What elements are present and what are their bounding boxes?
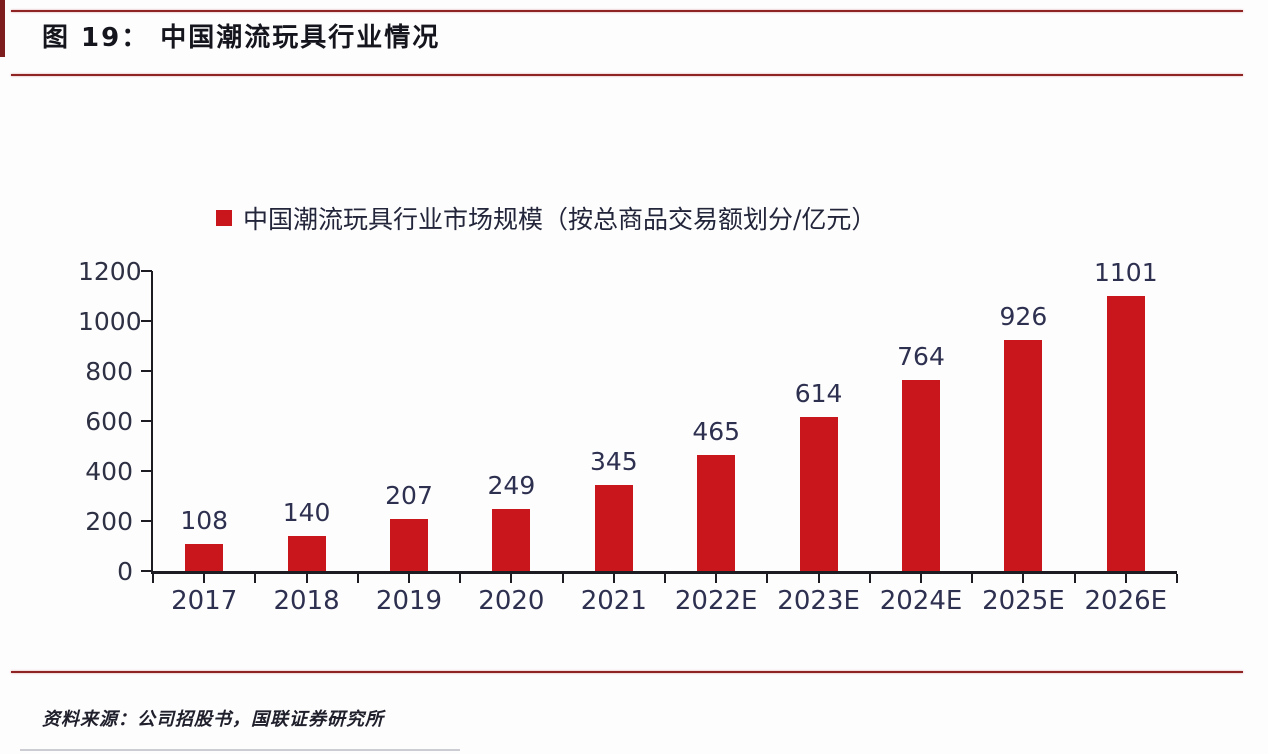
y-axis-tick <box>141 370 152 372</box>
bar-value-label: 140 <box>282 498 331 527</box>
x-axis-tick <box>612 574 615 583</box>
y-axis-tick <box>141 570 152 572</box>
bar-2023E <box>799 417 838 571</box>
bar-value-label: 1101 <box>1093 258 1158 287</box>
figure-title: 图 19： 中国潮流玩具行业情况 <box>42 23 441 53</box>
y-axis-tick-label: 600 <box>85 407 133 436</box>
y-axis-tick <box>141 420 152 422</box>
x-axis-tick <box>459 574 462 583</box>
bar-2018 <box>287 536 326 571</box>
x-axis-category-label: 2026E <box>1084 586 1168 616</box>
bar-value-label: 108 <box>180 506 229 535</box>
bar-2024E <box>902 380 940 571</box>
bar-2021 <box>594 485 633 571</box>
bar-value-label: 345 <box>589 447 638 476</box>
y-axis-tick <box>141 320 152 322</box>
x-axis-tick <box>356 574 359 583</box>
bar-value-label: 764 <box>897 342 945 371</box>
y-axis-tick <box>141 470 152 472</box>
x-axis-tick <box>510 574 513 583</box>
x-axis-tick <box>664 574 666 583</box>
bar-value-label: 249 <box>487 471 536 500</box>
x-axis-tick <box>408 574 410 583</box>
x-axis-category-label: 2023E <box>777 586 860 616</box>
y-axis-tick-label: 1000 <box>78 307 142 336</box>
source-note: 资料来源：公司招股书，国联证券研究所 <box>42 709 384 730</box>
bar-value-label: 465 <box>692 417 741 446</box>
y-axis-tick-label: 0 <box>117 557 133 586</box>
x-axis-tick <box>715 574 718 583</box>
x-axis-tick <box>868 574 871 583</box>
bar-2026E <box>1106 296 1145 571</box>
x-axis-tick <box>766 574 769 583</box>
bar-2017 <box>185 544 224 571</box>
x-axis-tick <box>561 574 564 583</box>
footer-rule <box>11 671 1243 673</box>
bar-2022E <box>697 455 736 571</box>
x-axis-tick <box>971 574 974 583</box>
x-axis-category-label: 2021 <box>580 586 647 616</box>
y-axis-tick-label: 800 <box>85 357 133 386</box>
x-axis-category-label: 2024E <box>879 586 963 616</box>
bar-chart-plot-area: 0 200 400 600 800 1000 1200 108 2017 140 2018 207 20… <box>78 259 1178 614</box>
page-edge-stripe <box>0 0 5 57</box>
bar-2025E <box>1004 340 1043 571</box>
x-axis-category-label: 2018 <box>273 586 340 616</box>
x-axis-tick <box>1073 574 1076 583</box>
y-axis-tick <box>141 270 152 272</box>
x-axis-category-label: 2020 <box>478 586 545 616</box>
x-axis-category-label: 2022E <box>674 586 758 616</box>
bar-2019 <box>390 519 428 571</box>
top-rule <box>11 10 1243 12</box>
x-axis-tick <box>203 574 206 583</box>
x-axis-tick <box>305 574 308 583</box>
legend-label: 中国潮流玩具行业市场规模（按总商品交易额划分/亿元） <box>243 205 877 234</box>
y-axis-tick-label: 1200 <box>78 257 142 286</box>
x-axis-tick <box>1176 574 1178 583</box>
y-axis-tick <box>141 520 152 522</box>
bar-value-label: 614 <box>794 379 843 408</box>
x-axis-category-label: 2017 <box>171 586 238 616</box>
x-axis-tick <box>254 574 257 583</box>
bottom-artifact-line <box>20 749 460 751</box>
chart-legend: 中国潮流玩具行业市场规模（按总商品交易额划分/亿元） <box>216 200 876 236</box>
x-axis-category-label: 2025E <box>982 586 1065 616</box>
title-underline-rule <box>11 74 1243 76</box>
bar-2020 <box>492 509 531 571</box>
x-axis-tick <box>920 574 922 583</box>
bar-value-label: 926 <box>999 302 1048 331</box>
y-axis-tick-label: 200 <box>85 507 133 536</box>
legend-swatch-icon <box>216 210 232 226</box>
x-axis-tick <box>152 574 154 583</box>
x-axis-tick <box>1022 574 1025 583</box>
y-axis-tick-label: 400 <box>85 457 133 486</box>
bar-value-label: 207 <box>385 481 433 510</box>
x-axis-tick <box>1124 574 1127 583</box>
x-axis-tick <box>817 574 820 583</box>
x-axis-category-label: 2019 <box>375 586 443 616</box>
